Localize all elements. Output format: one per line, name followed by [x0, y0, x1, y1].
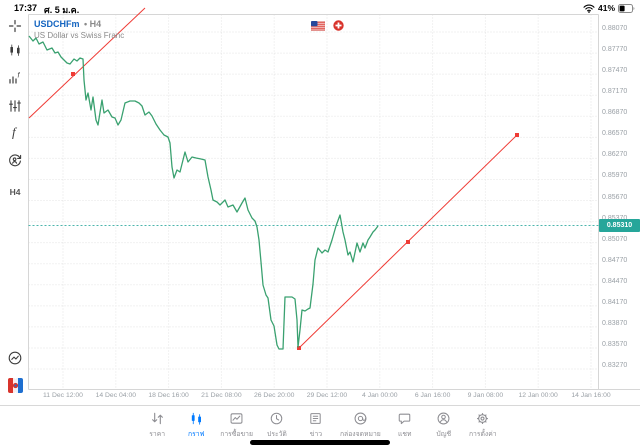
crosshair-tool-icon[interactable] — [4, 15, 26, 37]
tab-account[interactable]: บัญชี — [429, 411, 459, 439]
market-overview-icon[interactable] — [4, 347, 26, 369]
indicators-icon[interactable]: f — [4, 67, 26, 89]
price-axis-label: 0.86270 — [602, 151, 628, 159]
timeframe-value: H4 — [89, 19, 102, 29]
settings-icon — [475, 411, 490, 426]
price-axis-label: 0.85070 — [602, 235, 628, 243]
price-axis-label: 0.83270 — [602, 362, 628, 369]
status-bar-right: 41% — [583, 3, 635, 13]
svg-text:f: f — [12, 125, 18, 140]
time-axis-label: 29 Dec 12:00 — [306, 392, 348, 399]
chat-icon — [397, 411, 412, 426]
tab-label: ราคา — [149, 431, 166, 438]
tab-label: แชท — [398, 431, 412, 438]
price-axis-label: 0.87770 — [602, 46, 628, 54]
tab-chart[interactable]: กราฟ — [181, 411, 211, 439]
time-axis-label: 12 Jan 00:00 — [518, 392, 558, 399]
symbol-name: USDCHFm — [34, 19, 80, 29]
tab-label: ข่าว — [309, 431, 323, 438]
news-icon — [308, 411, 323, 426]
tab-trade[interactable]: การซื้อขาย — [220, 411, 253, 439]
price-axis-label: 0.85670 — [602, 193, 628, 201]
status-date: ศ. 5 ม.ค. — [44, 5, 80, 15]
rotate-view-icon[interactable] — [4, 149, 26, 171]
us-flag-icon — [311, 20, 325, 31]
price-axis-label: 0.84770 — [602, 256, 628, 264]
swiss-flag-icon — [333, 20, 344, 31]
price-axis-label: 0.86570 — [602, 130, 628, 138]
price-axis-label: 0.88070 — [602, 25, 628, 32]
time-axis-label: 14 Dec 04:00 — [95, 392, 137, 399]
symbol-description: US Dollar vs Swiss Franc — [34, 31, 125, 40]
tab-mailbox[interactable]: กล่องจดหมาย — [340, 411, 381, 439]
battery-icon — [618, 3, 635, 13]
tab-label: การตั้งค่า — [468, 431, 497, 438]
price-axis-label: 0.84470 — [602, 277, 628, 285]
time-axis-label: 4 Jan 00:00 — [362, 392, 398, 399]
history-icon — [269, 411, 284, 426]
price-axis-label: 0.86870 — [602, 109, 628, 117]
current-price-tag: 0.85310 — [599, 219, 640, 232]
tab-label: กราฟ — [188, 431, 205, 438]
functions-icon[interactable]: f — [4, 121, 26, 143]
time-axis-label: 21 Dec 08:00 — [201, 392, 242, 399]
timeframe-label[interactable]: H4 — [9, 187, 21, 197]
price-line — [28, 35, 379, 350]
price-axis-label: 0.87470 — [602, 67, 628, 75]
time-axis-label: 9 Jan 08:00 — [467, 392, 504, 399]
time-axis-label: 11 Dec 12:00 — [43, 392, 83, 399]
time-axis-label: 14 Jan 16:00 — [571, 392, 611, 399]
tab-news[interactable]: ข่าว — [301, 411, 331, 439]
mql5-logo-icon[interactable] — [4, 374, 26, 396]
price-axis-label: 0.85970 — [602, 172, 628, 180]
currency-flags — [311, 20, 344, 31]
trade-icon — [229, 411, 244, 426]
tab-label: บัญชี — [436, 431, 452, 438]
svg-text:f: f — [18, 73, 21, 80]
account-icon — [436, 411, 451, 426]
tab-settings[interactable]: การตั้งค่า — [468, 411, 498, 439]
price-axis-label: 0.84170 — [602, 298, 628, 306]
wifi-icon — [583, 4, 595, 13]
tab-quotes[interactable]: ราคา — [142, 411, 172, 439]
price-axis-label: 0.83870 — [602, 319, 628, 327]
separator-dot: • — [83, 19, 88, 29]
time-axis-label: 6 Jan 16:00 — [414, 392, 451, 399]
battery-percent: 41% — [597, 3, 615, 13]
price-axis-label: 0.87170 — [602, 88, 628, 96]
status-bar-left: 17:37 ศ. 5 ม.ค. — [14, 3, 79, 17]
quotes-icon — [150, 411, 165, 426]
mailbox-icon — [353, 411, 368, 426]
price-axis-label: 0.85370 — [602, 215, 627, 222]
trendline-object[interactable] — [28, 7, 146, 119]
tab-label: กล่องจดหมาย — [339, 431, 381, 438]
chart-icon — [189, 411, 204, 426]
tab-history[interactable]: ประวัติ — [262, 411, 292, 439]
chart-type-candles-icon[interactable] — [4, 39, 26, 61]
home-indicator[interactable] — [250, 440, 390, 445]
tab-chat[interactable]: แชท — [390, 411, 420, 439]
trendline-object[interactable] — [297, 133, 519, 350]
time-axis-label: 26 Dec 20:00 — [253, 392, 295, 399]
chart-header: USDCHFm • H4 US Dollar vs Swiss Franc — [34, 17, 124, 41]
tab-label: การซื้อขาย — [220, 431, 253, 438]
clock-time: 17:37 — [14, 3, 38, 13]
tab-label: ประวัติ — [267, 431, 287, 438]
objects-icon[interactable] — [4, 95, 26, 117]
price-axis-label: 0.83570 — [602, 340, 628, 348]
time-axis-label: 18 Dec 16:00 — [148, 392, 189, 399]
